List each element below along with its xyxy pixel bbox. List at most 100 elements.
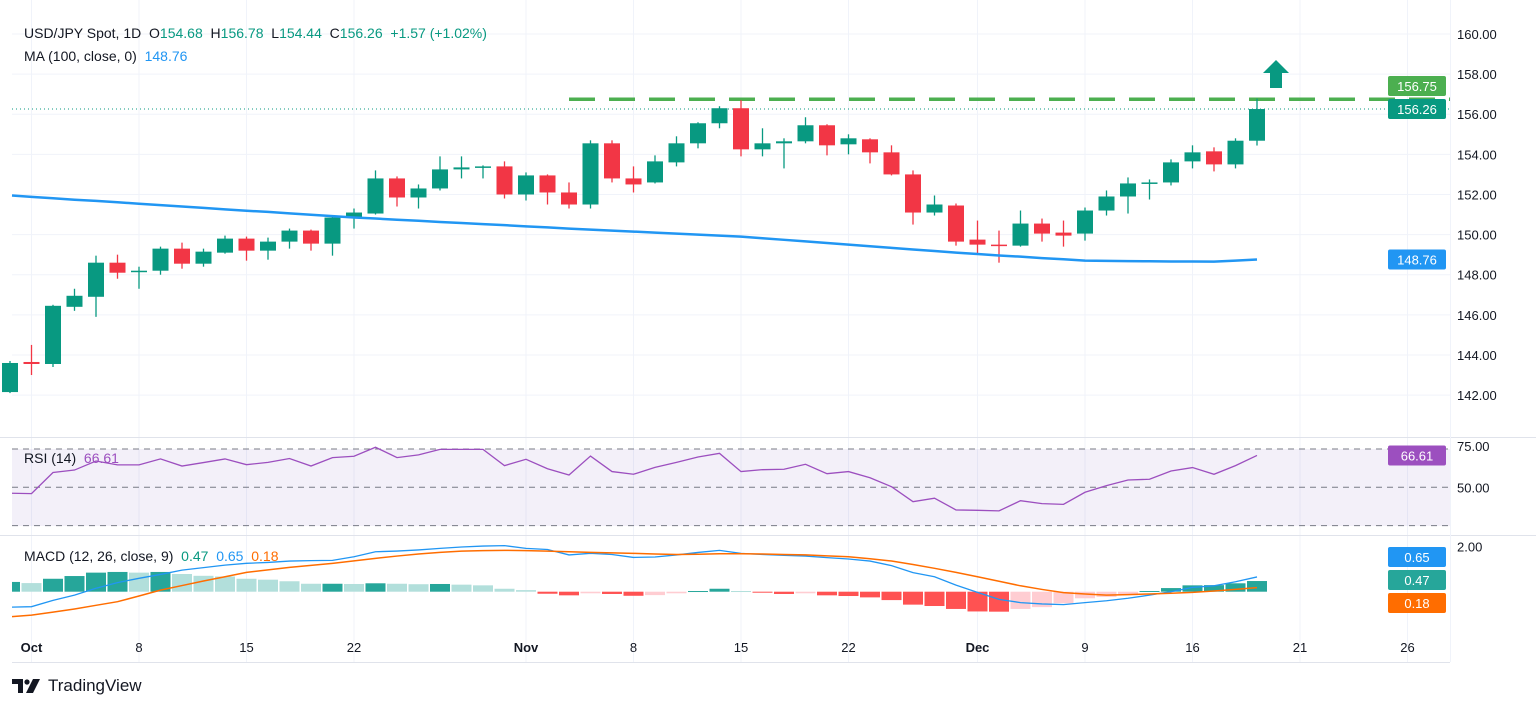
candle[interactable] <box>754 128 771 157</box>
candle-body <box>45 305 61 364</box>
time-axis-label: 21 <box>1293 640 1307 655</box>
candle[interactable] <box>539 174 556 205</box>
candle[interactable] <box>1098 190 1115 216</box>
candle[interactable] <box>1055 220 1072 247</box>
candle-body <box>561 192 577 205</box>
candle[interactable] <box>2 360 18 394</box>
ma-label[interactable]: MA (100, close, 0) <box>24 48 137 64</box>
macd-histogram-bar <box>1139 591 1160 593</box>
macd-pane <box>12 544 1267 618</box>
candle[interactable] <box>926 195 943 216</box>
candle-body <box>518 175 534 195</box>
candle[interactable] <box>1163 159 1179 186</box>
candle[interactable] <box>1077 207 1093 241</box>
price-label-last-background <box>1388 99 1446 119</box>
candle[interactable] <box>948 203 964 246</box>
macd-label[interactable]: MACD (12, 26, close, 9) <box>24 548 174 564</box>
candle[interactable] <box>410 184 427 209</box>
candle[interactable] <box>1249 98 1265 146</box>
candle[interactable] <box>1012 210 1029 247</box>
candle[interactable] <box>303 229 319 251</box>
candle-body <box>733 108 749 150</box>
rsi-label[interactable]: RSI (14) <box>24 450 77 466</box>
candle[interactable] <box>518 172 534 201</box>
rsi-legend: RSI (14) 66.61 <box>24 450 119 466</box>
candle[interactable] <box>905 170 921 225</box>
candle[interactable] <box>969 220 986 254</box>
time-axis-label: 9 <box>1081 640 1088 655</box>
macd-histogram-bar <box>1161 588 1181 592</box>
macd-histogram-bar <box>387 583 407 592</box>
rsi-value-label-background <box>1388 445 1446 466</box>
candle[interactable] <box>1206 147 1222 172</box>
candle[interactable] <box>625 166 642 193</box>
rsi-line[interactable] <box>11 446 1258 512</box>
rsi-bands <box>12 448 1450 527</box>
candle[interactable] <box>582 140 599 209</box>
candle[interactable] <box>260 237 276 260</box>
candle[interactable] <box>840 134 857 155</box>
candle-body <box>991 244 1007 247</box>
macd-histogram-bar <box>946 591 966 609</box>
candle[interactable] <box>647 155 663 184</box>
candle-body <box>410 188 427 198</box>
time-axis-label: 26 <box>1400 640 1414 655</box>
candle[interactable] <box>883 145 900 176</box>
candle-body <box>389 178 405 198</box>
candle[interactable] <box>23 344 40 376</box>
candle[interactable] <box>1034 218 1050 242</box>
candle[interactable] <box>1184 145 1201 169</box>
candle[interactable] <box>238 236 255 261</box>
candle[interactable] <box>324 216 341 256</box>
candle-body <box>281 230 298 242</box>
candle[interactable] <box>88 255 104 317</box>
macd-histogram-bar <box>881 591 902 601</box>
candle[interactable] <box>109 254 126 279</box>
tradingview-logo[interactable]: TradingView <box>12 676 142 696</box>
symbol-title[interactable]: USD/JPY Spot, 1D <box>24 25 142 41</box>
candle[interactable] <box>561 182 577 209</box>
candle[interactable] <box>1227 138 1244 169</box>
macd-line[interactable] <box>12 544 1258 608</box>
candle-body <box>1206 151 1222 165</box>
candle[interactable] <box>1120 177 1136 214</box>
macd-histogram-bar <box>645 591 665 596</box>
candle[interactable] <box>862 138 878 164</box>
candle[interactable] <box>690 122 706 149</box>
candle[interactable] <box>711 106 728 129</box>
candle-body <box>883 152 900 175</box>
macd-histogram-bar <box>322 583 343 592</box>
candle[interactable] <box>281 228 298 249</box>
candle[interactable] <box>195 248 212 267</box>
macd-histogram-bar <box>129 572 149 592</box>
candle[interactable] <box>66 288 83 311</box>
candle[interactable] <box>1141 179 1158 200</box>
macd-histogram-bar <box>430 583 450 592</box>
candle[interactable] <box>389 176 405 207</box>
candle[interactable] <box>432 156 448 191</box>
candle[interactable] <box>819 124 835 156</box>
candle[interactable] <box>453 156 470 179</box>
candle[interactable] <box>174 242 190 269</box>
candle-body <box>131 270 147 273</box>
candle[interactable] <box>733 100 749 157</box>
candle[interactable] <box>152 246 169 275</box>
candle[interactable] <box>991 230 1007 263</box>
macd-histogram-bar <box>494 588 515 592</box>
candle[interactable] <box>668 136 685 167</box>
ma-100-line[interactable] <box>11 194 1258 263</box>
price-label-resistance-text: 156.75 <box>1397 79 1437 94</box>
candle[interactable] <box>475 165 491 179</box>
candle[interactable] <box>496 161 513 199</box>
histogram-value-label-text: 0.47 <box>1404 573 1429 588</box>
candle[interactable] <box>604 140 620 183</box>
candle[interactable] <box>131 266 147 289</box>
candle[interactable] <box>45 304 61 367</box>
signal-line[interactable] <box>12 549 1258 618</box>
candle[interactable] <box>367 170 384 215</box>
candle-body <box>1012 223 1029 246</box>
candle[interactable] <box>797 117 814 144</box>
candle[interactable] <box>217 235 233 254</box>
candle[interactable] <box>776 138 792 169</box>
